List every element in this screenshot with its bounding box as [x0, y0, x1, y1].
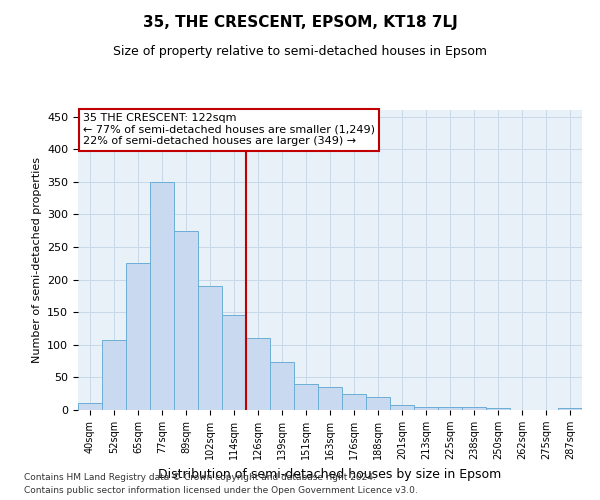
Bar [438, 406, 462, 410]
Bar [126, 264, 150, 410]
Bar [78, 404, 102, 410]
X-axis label: Distribution of semi-detached houses by size in Epsom: Distribution of semi-detached houses by … [158, 468, 502, 480]
Text: 35, THE CRESCENT, EPSOM, KT18 7LJ: 35, THE CRESCENT, EPSOM, KT18 7LJ [143, 15, 457, 30]
Bar [342, 394, 366, 410]
Bar [558, 408, 582, 410]
Bar [150, 182, 174, 410]
Bar [414, 406, 438, 410]
Bar [294, 384, 318, 410]
Bar [318, 387, 342, 410]
Bar [486, 408, 510, 410]
Bar [390, 405, 414, 410]
Bar [462, 406, 486, 410]
Text: Size of property relative to semi-detached houses in Epsom: Size of property relative to semi-detach… [113, 45, 487, 58]
Bar [222, 316, 246, 410]
Text: 35 THE CRESCENT: 122sqm
← 77% of semi-detached houses are smaller (1,249)
22% of: 35 THE CRESCENT: 122sqm ← 77% of semi-de… [83, 113, 375, 146]
Bar [174, 230, 198, 410]
Y-axis label: Number of semi-detached properties: Number of semi-detached properties [32, 157, 41, 363]
Text: Contains public sector information licensed under the Open Government Licence v3: Contains public sector information licen… [24, 486, 418, 495]
Bar [270, 362, 294, 410]
Bar [366, 397, 390, 410]
Bar [198, 286, 222, 410]
Bar [102, 340, 126, 410]
Text: Contains HM Land Registry data © Crown copyright and database right 2024.: Contains HM Land Registry data © Crown c… [24, 474, 376, 482]
Bar [246, 338, 270, 410]
